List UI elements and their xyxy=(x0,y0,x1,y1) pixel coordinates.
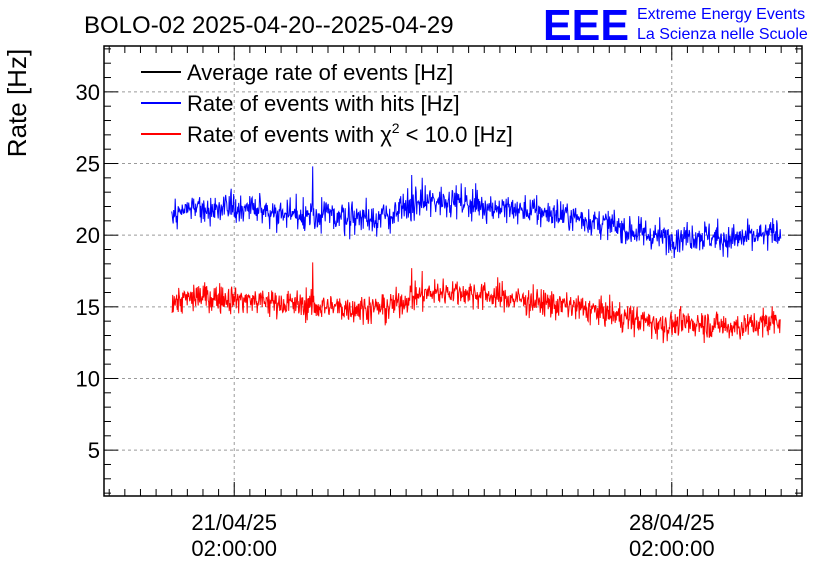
logo-line-2: La Scienza nelle Scuole xyxy=(637,26,808,43)
grid-lines xyxy=(104,46,802,496)
y-axis-label: Rate [Hz] xyxy=(2,49,32,157)
logo-line-1: Extreme Energy Events xyxy=(637,6,805,23)
y-tick-label: 30 xyxy=(76,80,100,105)
legend-label-1: Rate of events with hits [Hz] xyxy=(187,91,460,116)
legend-label-0: Average rate of events [Hz] xyxy=(187,60,453,85)
legend: Average rate of events [Hz] Rate of event… xyxy=(141,60,513,147)
series-line-2 xyxy=(171,262,781,344)
axis-ticks xyxy=(104,46,802,496)
y-tick-label: 15 xyxy=(76,295,100,320)
x-tick-label-time: 02:00:00 xyxy=(191,536,277,561)
series-line-1 xyxy=(171,166,782,259)
y-tick-labels: 5 10 15 20 25 30 xyxy=(76,80,100,463)
data-series-layer xyxy=(171,166,782,344)
y-tick-label: 5 xyxy=(88,438,100,463)
y-tick-label: 25 xyxy=(76,152,100,177)
x-tick-label-date: 21/04/25 xyxy=(191,510,277,535)
eee-logo: EEE Extreme Energy Events La Scienza nel… xyxy=(543,1,808,50)
eee-logo-text: EEE xyxy=(543,1,629,50)
x-tick-label-date: 28/04/25 xyxy=(629,510,715,535)
chart-title: BOLO-02 2025-04-20--2025-04-29 xyxy=(84,12,454,39)
y-tick-label: 10 xyxy=(76,366,100,391)
legend-label-2: Rate of events with χ2 < 10.0 [Hz] xyxy=(187,120,513,147)
y-tick-label: 20 xyxy=(76,223,100,248)
x-tick-label-time: 02:00:00 xyxy=(629,536,715,561)
